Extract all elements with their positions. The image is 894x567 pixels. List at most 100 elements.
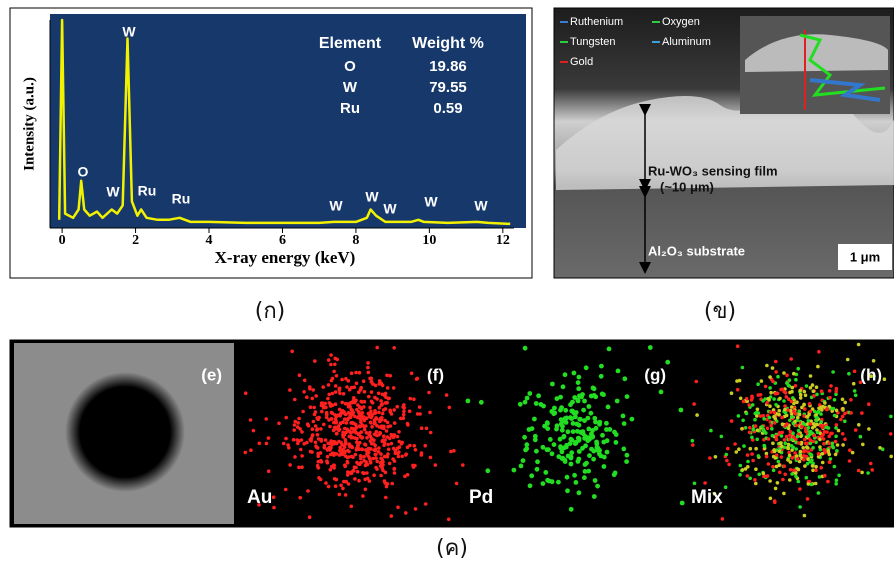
dot bbox=[778, 471, 782, 475]
dot bbox=[367, 371, 371, 375]
dot bbox=[773, 450, 777, 454]
table-cell: 0.59 bbox=[433, 100, 462, 117]
dot bbox=[277, 422, 281, 426]
dot bbox=[599, 364, 604, 369]
dot bbox=[532, 417, 537, 422]
dot bbox=[762, 472, 766, 476]
dot bbox=[837, 474, 841, 478]
dot bbox=[843, 437, 847, 441]
dot bbox=[300, 465, 304, 469]
dot bbox=[602, 455, 607, 460]
dot bbox=[413, 444, 417, 448]
dot bbox=[264, 417, 268, 421]
dot bbox=[754, 447, 758, 451]
dot bbox=[414, 448, 418, 452]
dot bbox=[747, 403, 751, 407]
dot bbox=[384, 496, 388, 500]
dot bbox=[754, 482, 758, 486]
dot bbox=[777, 463, 781, 467]
dot bbox=[359, 435, 363, 439]
dot bbox=[569, 462, 574, 467]
dot bbox=[375, 460, 379, 464]
dot bbox=[370, 425, 374, 429]
dot bbox=[771, 465, 775, 469]
dot bbox=[833, 398, 837, 402]
dot bbox=[377, 411, 381, 415]
dot bbox=[779, 388, 783, 392]
dot bbox=[754, 467, 758, 471]
figure: Intensity (a.u.) X-ray energy (keV) 0246… bbox=[0, 0, 894, 563]
dot bbox=[835, 409, 839, 413]
dot bbox=[767, 462, 771, 466]
dot bbox=[312, 420, 316, 424]
dot bbox=[338, 387, 342, 391]
dot bbox=[803, 464, 807, 468]
dot bbox=[427, 391, 431, 395]
spot bbox=[65, 372, 185, 492]
dot bbox=[375, 434, 379, 438]
dot bbox=[404, 511, 408, 515]
dot bbox=[703, 481, 707, 485]
dot bbox=[860, 471, 864, 475]
dot bbox=[322, 423, 326, 427]
dot bbox=[791, 386, 795, 390]
dot bbox=[418, 405, 422, 409]
dot bbox=[792, 372, 796, 376]
dot bbox=[367, 412, 371, 416]
peak-label: W bbox=[474, 198, 488, 214]
dot bbox=[889, 455, 893, 459]
dot bbox=[774, 370, 778, 374]
dot bbox=[374, 466, 378, 470]
dot bbox=[803, 514, 807, 518]
dot bbox=[589, 394, 594, 399]
dot bbox=[347, 482, 351, 486]
dot bbox=[362, 379, 366, 383]
dot bbox=[292, 438, 296, 442]
caption: (ก) bbox=[255, 299, 286, 324]
dot bbox=[793, 420, 797, 424]
dot bbox=[559, 417, 564, 422]
dot bbox=[776, 392, 780, 396]
dot bbox=[808, 402, 812, 406]
dot bbox=[381, 384, 385, 388]
dot bbox=[762, 417, 766, 421]
dot bbox=[805, 445, 809, 449]
dot bbox=[343, 450, 347, 454]
dot bbox=[746, 453, 750, 457]
dot bbox=[368, 431, 372, 435]
dot bbox=[889, 415, 893, 419]
dot bbox=[789, 460, 793, 464]
dot bbox=[292, 428, 296, 432]
dot bbox=[551, 411, 556, 416]
dot bbox=[562, 434, 567, 439]
dot bbox=[821, 433, 825, 437]
dot bbox=[765, 455, 769, 459]
dot bbox=[769, 391, 773, 395]
panel-tag: (h) bbox=[860, 365, 882, 384]
dot bbox=[754, 424, 758, 428]
y-axis-label: Intensity (a.u.) bbox=[21, 77, 37, 171]
dot bbox=[818, 475, 822, 479]
dot bbox=[368, 377, 372, 381]
dot bbox=[284, 488, 288, 492]
dot bbox=[314, 444, 318, 448]
dot bbox=[361, 423, 365, 427]
dot bbox=[327, 485, 331, 489]
dot bbox=[335, 452, 339, 456]
dot bbox=[783, 473, 787, 477]
dot bbox=[784, 442, 788, 446]
dot bbox=[354, 423, 358, 427]
dot bbox=[720, 435, 724, 439]
dot bbox=[788, 433, 792, 437]
dot bbox=[804, 394, 808, 398]
dot bbox=[773, 411, 777, 415]
legend-label: Gold bbox=[570, 56, 593, 68]
dot bbox=[558, 446, 563, 451]
dot bbox=[800, 425, 804, 429]
dot bbox=[765, 452, 769, 456]
dot bbox=[819, 420, 823, 424]
dot bbox=[345, 402, 349, 406]
dot bbox=[591, 386, 596, 391]
dot bbox=[790, 405, 794, 409]
dot bbox=[737, 414, 741, 418]
